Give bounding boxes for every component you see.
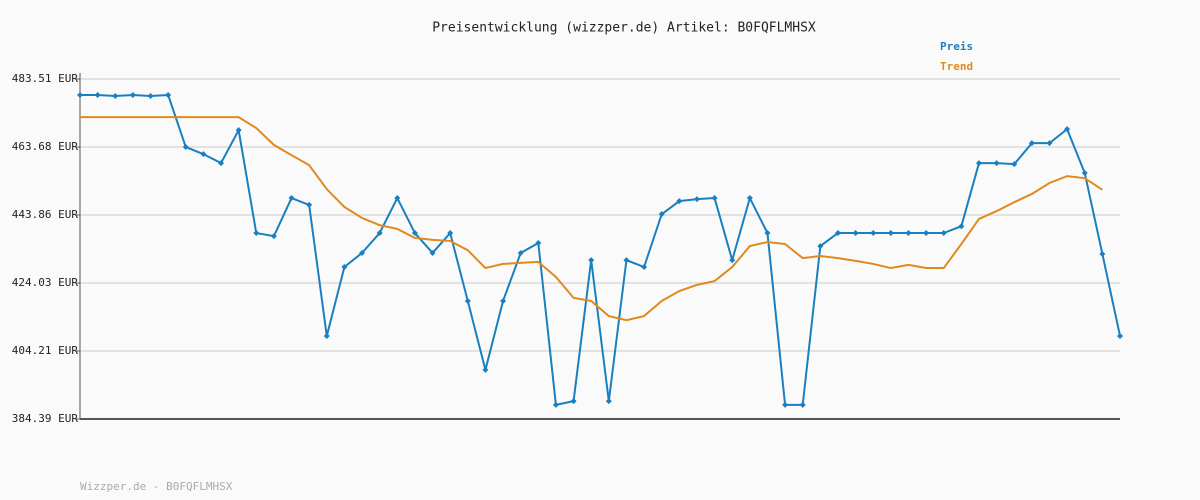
point-marker — [147, 93, 154, 100]
point-marker — [605, 398, 612, 405]
point-marker — [270, 233, 277, 240]
point-marker — [870, 230, 877, 237]
point-marker — [394, 195, 401, 202]
legend-entry: Preis — [940, 40, 973, 53]
y-tick-label: 404.21 EUR — [12, 344, 79, 357]
point-marker — [411, 230, 418, 237]
point-marker — [359, 249, 366, 256]
point-marker — [623, 257, 630, 264]
point-marker — [693, 196, 700, 203]
point-marker — [129, 91, 136, 98]
point-marker — [112, 93, 119, 100]
point-marker — [923, 230, 930, 237]
point-marker — [1117, 332, 1123, 339]
point-marker — [641, 264, 648, 271]
point-marker — [799, 401, 806, 408]
chart-title: Preisentwicklung (wizzper.de) Artikel: B… — [432, 21, 816, 36]
point-marker — [658, 211, 665, 218]
point-marker — [376, 230, 383, 237]
point-marker — [676, 198, 683, 205]
point-marker — [447, 230, 454, 237]
point-marker — [1081, 170, 1088, 177]
point-marker — [940, 230, 947, 237]
point-marker — [1011, 161, 1018, 168]
y-tick-label: 424.03 EUR — [12, 276, 79, 289]
point-marker — [852, 230, 859, 237]
series-line — [80, 116, 1103, 322]
y-tick-label: 483.51 EUR — [12, 72, 79, 85]
y-tick-label: 384.39 EUR — [12, 412, 79, 425]
point-marker — [200, 151, 207, 158]
point-marker — [517, 249, 524, 256]
point-marker — [817, 243, 824, 250]
point-marker — [288, 195, 295, 202]
y-tick-label: 463.68 EUR — [12, 140, 79, 153]
point-marker — [94, 91, 101, 98]
point-marker — [834, 230, 841, 237]
point-marker — [77, 91, 83, 98]
point-marker — [887, 230, 894, 237]
series-line — [80, 93, 1121, 407]
point-marker — [341, 264, 348, 271]
point-marker — [993, 160, 1000, 167]
point-marker — [535, 239, 542, 246]
point-marker — [588, 257, 595, 264]
point-marker — [764, 230, 771, 237]
point-marker — [500, 297, 507, 304]
point-marker — [482, 366, 489, 373]
point-marker — [782, 401, 789, 408]
point-marker — [570, 398, 577, 405]
point-marker — [975, 160, 982, 167]
legend-entry: Trend — [940, 60, 973, 73]
point-marker — [165, 91, 172, 98]
point-marker — [1064, 126, 1071, 133]
footer: Wizzper.de - B0FQFLMHSX — [80, 480, 233, 493]
point-marker — [429, 249, 436, 256]
point-marker — [1046, 140, 1053, 147]
point-marker — [729, 257, 736, 264]
point-marker — [306, 201, 313, 208]
point-marker — [958, 223, 965, 230]
point-marker — [1028, 140, 1035, 147]
point-marker — [235, 127, 242, 134]
point-marker — [1099, 250, 1106, 257]
point-marker — [552, 401, 559, 408]
point-marker — [218, 160, 225, 167]
point-marker — [905, 230, 912, 237]
point-marker — [323, 332, 330, 339]
point-marker — [182, 143, 189, 150]
point-marker — [746, 195, 753, 202]
point-marker — [253, 230, 260, 237]
point-marker — [464, 297, 471, 304]
point-marker — [711, 195, 718, 202]
y-tick-label: 443.86 EUR — [12, 208, 79, 221]
